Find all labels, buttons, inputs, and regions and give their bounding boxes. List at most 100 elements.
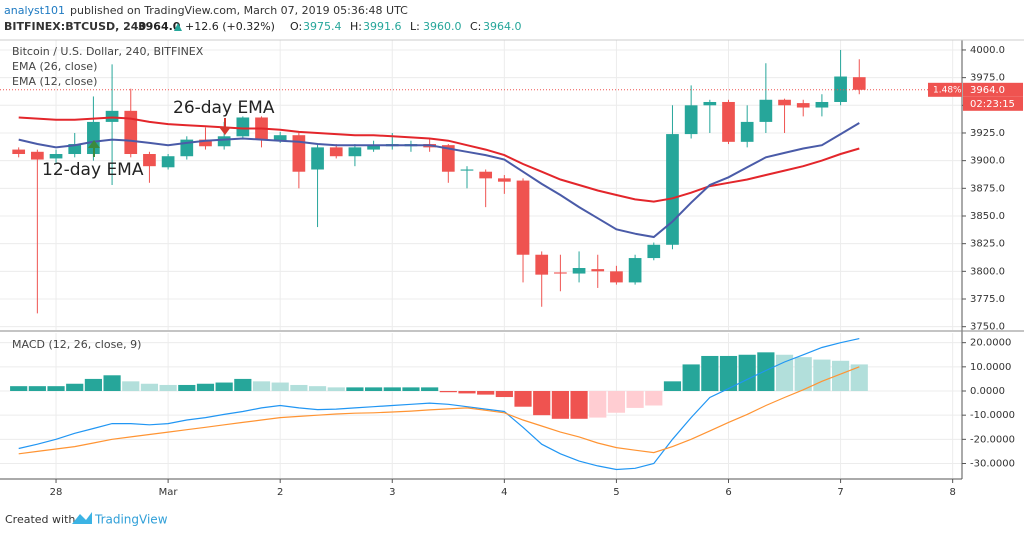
histogram-bar <box>813 359 831 391</box>
histogram-bar <box>140 383 159 391</box>
countdown-label: 02:23:15 <box>970 99 1015 110</box>
candle-body <box>610 271 623 283</box>
last-price-tag <box>963 82 1023 97</box>
x-tick-label: 2 <box>277 487 283 498</box>
candle-body <box>740 121 754 142</box>
histogram-bar <box>10 386 28 391</box>
y-tick-label: 3825.0 <box>970 239 1005 250</box>
candle-body <box>628 258 642 283</box>
histogram-bar <box>831 360 850 391</box>
ema-line <box>18 122 860 239</box>
y-tick-label: 10.0000 <box>970 362 1011 373</box>
macd-line <box>18 338 860 471</box>
histogram-bar <box>47 386 65 391</box>
histogram-bar <box>701 355 719 391</box>
histogram-bar <box>439 391 457 393</box>
candle-body <box>161 156 175 168</box>
y-tick-label: 3750.0 <box>970 322 1005 333</box>
candle-body <box>143 154 156 167</box>
candle-body <box>217 136 231 147</box>
candle-body <box>329 147 343 157</box>
histogram-bar <box>757 352 775 391</box>
histogram-bar <box>178 384 196 391</box>
legend-entry: EMA (26, close) <box>12 60 97 73</box>
candle-body <box>460 169 474 171</box>
x-tick-label: 7 <box>837 487 843 498</box>
pane-title: Bitcoin / U.S. Dollar, 240, BITFINEX <box>12 45 204 58</box>
histogram-bar <box>290 384 308 391</box>
y-tick-label: 3775.0 <box>970 294 1005 305</box>
histogram-bar <box>234 378 252 391</box>
ohlc-value: 3991.6 <box>363 20 402 33</box>
y-tick-label: 4000.0 <box>970 45 1005 56</box>
histogram-bar <box>364 387 383 391</box>
candle-body <box>273 135 287 141</box>
ohlc-value: 3964.0 <box>483 20 522 33</box>
histogram-bar <box>589 391 607 418</box>
candle-body <box>516 180 530 255</box>
y-tick-label: 3900.0 <box>970 156 1005 167</box>
histogram-bar <box>122 381 140 391</box>
histogram-bar <box>738 354 756 391</box>
ohlc-label: C: <box>470 20 481 33</box>
y-tick-label: -20.0000 <box>970 434 1015 445</box>
histogram-bar <box>551 391 569 419</box>
x-tick-label: 4 <box>501 487 507 498</box>
y-tick-label: 3800.0 <box>970 266 1005 277</box>
candle-body <box>68 144 82 155</box>
histogram-bar <box>84 378 102 391</box>
y-tick-label: 0.0000 <box>970 386 1005 397</box>
annotation: 12-day EMA <box>42 160 144 180</box>
grid-layer <box>0 40 962 478</box>
x-tick-label: 3 <box>389 487 395 498</box>
histogram-bar <box>383 387 401 391</box>
candle-body <box>367 145 380 150</box>
candle-body <box>479 171 493 179</box>
y-tick-label: 3925.0 <box>970 128 1005 139</box>
candle-body <box>815 101 829 108</box>
candle-body <box>535 254 549 275</box>
marks-layer <box>0 49 962 471</box>
x-tick-label: 8 <box>949 487 955 498</box>
histogram-bar <box>477 391 495 395</box>
histogram-bar <box>66 383 84 391</box>
candle-body <box>647 244 661 259</box>
histogram-bar <box>28 386 46 391</box>
histogram-bar <box>159 384 177 391</box>
ohlc-label: L: <box>410 20 420 33</box>
candle-body <box>49 154 63 159</box>
candle-body <box>236 117 250 137</box>
last: 3964.0 <box>138 20 181 33</box>
ohlc-label: H: <box>350 20 362 33</box>
footer-created: Created with <box>5 513 75 526</box>
x-tick-label: 5 <box>613 487 619 498</box>
candle-body <box>852 77 866 90</box>
x-tick-label: 6 <box>725 487 731 498</box>
histogram-bar <box>850 364 868 391</box>
histogram-bar <box>607 391 626 413</box>
histogram-bar <box>570 391 588 419</box>
countdown-tag <box>963 96 1023 111</box>
ohlc-label: O: <box>290 20 302 33</box>
y-tick-label: -10.0000 <box>970 410 1015 421</box>
candle-body <box>441 145 455 172</box>
pane-title: MACD (12, 26, close, 9) <box>12 338 141 351</box>
published: published on TradingView.com, March 07, … <box>70 4 408 17</box>
annotation: 26-day EMA <box>173 98 275 118</box>
candle-body <box>124 110 138 155</box>
candle-body <box>684 105 698 135</box>
candle-body <box>796 103 810 108</box>
macd-line <box>18 366 860 455</box>
histogram-bar <box>215 382 233 391</box>
histogram-bar <box>196 383 215 391</box>
histogram-bar <box>794 357 812 391</box>
candle-body <box>105 110 119 122</box>
histogram-bar <box>626 391 644 408</box>
candle-body <box>311 147 324 170</box>
histogram-bar <box>533 391 551 416</box>
candle-body <box>31 151 44 160</box>
change-tag <box>928 82 962 97</box>
histogram-bar <box>346 387 364 391</box>
